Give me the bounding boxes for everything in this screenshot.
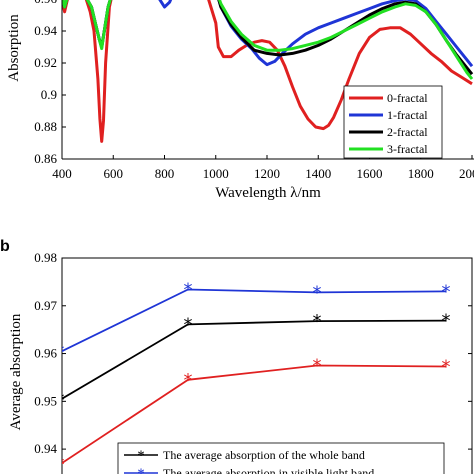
- chart-a-ylabel: Absorption: [6, 14, 22, 82]
- x-tick-label: 800: [155, 166, 175, 181]
- chart-b-legend-box: [117, 442, 445, 474]
- legend-b1-label: The average absorption in visible light …: [163, 466, 374, 474]
- y-tick-label: 0.94: [34, 441, 57, 456]
- series-b-point: *: [56, 454, 65, 474]
- series-b-line-1: [62, 288, 447, 353]
- legend-b0-marker: *: [137, 448, 145, 464]
- x-tick-label: 1400: [305, 166, 331, 181]
- x-tick-label: 2000: [459, 166, 474, 181]
- y-tick-label: 0.9: [41, 87, 57, 102]
- y-tick-label: 0.86: [34, 151, 57, 166]
- series-line-3-fractal: [62, 0, 474, 80]
- x-tick-label: 1800: [408, 166, 434, 181]
- y-tick-label: 0.92: [34, 55, 57, 70]
- chart-b-panel-label: b: [0, 238, 10, 255]
- legend-2-label: 2-fractal: [387, 125, 428, 139]
- chart-a-plot: [62, 0, 474, 143]
- x-tick-label: 400: [52, 166, 72, 181]
- legend-b0-label: The average absorption of the whole band: [163, 448, 365, 462]
- series-b-point: *: [313, 356, 322, 377]
- legend-b1-marker: *: [137, 466, 145, 474]
- y-tick-label: 0.88: [34, 119, 57, 134]
- legend-0-label: 0-fractal: [387, 91, 428, 105]
- x-tick-label: 1000: [203, 166, 229, 181]
- chart-a-ticks: 400 600 800 1000 1200 1400 1600 1800 2000 0.86 0.8…: [34, 0, 474, 181]
- chart-b-ticks: 0.94 0.95 0.96 0.97 0.98: [34, 250, 472, 456]
- series-b-line-2: [62, 364, 447, 465]
- chart-b: b * * * * * * * * * * * * 0.94 0.95 0.96 0.97 0.98 Aver…: [0, 238, 473, 474]
- series-b-point: *: [442, 311, 451, 332]
- series-b-point: *: [56, 342, 65, 363]
- y-tick-label: 0.98: [34, 250, 57, 265]
- chart-a-axes: [61, 0, 474, 160]
- y-tick-label: 0.96: [34, 346, 57, 361]
- y-tick-label: 0.97: [34, 298, 57, 313]
- y-tick-label: 0.94: [34, 23, 57, 38]
- chart-b-ylabel: Average absorption: [8, 313, 24, 430]
- y-tick-label: 0.96: [34, 0, 57, 6]
- series-b-point: *: [184, 370, 193, 391]
- x-tick-label: 1200: [254, 166, 280, 181]
- series-b-point: *: [184, 314, 193, 335]
- chart-b-frame: [61, 257, 473, 474]
- chart-b-legend: * The average absorption of the whole ba…: [117, 442, 445, 474]
- chart-a-legend: 0-fractal 1-fractal 2-fractal 3-fractal: [343, 85, 443, 159]
- chart-a-xlabel: Wavelength λ/nm: [215, 185, 321, 201]
- series-line-0-fractal: [62, 0, 473, 143]
- series-b-point: *: [442, 281, 451, 302]
- series-b-point: *: [313, 311, 322, 332]
- series-b-point: *: [442, 356, 451, 377]
- series-b-line-0: [62, 319, 447, 400]
- x-tick-label: 600: [104, 166, 124, 181]
- y-tick-label: 0.95: [34, 393, 57, 408]
- series-b-point: *: [313, 282, 322, 303]
- series-b-point: *: [56, 390, 65, 411]
- series-b-point: *: [184, 280, 193, 301]
- chart-a: 400 600 800 1000 1200 1400 1600 1800 2000 0.86 0.8…: [6, 0, 474, 201]
- legend-3-label: 3-fractal: [387, 142, 428, 156]
- chart-b-plot: * * * * * * * * * * * *: [56, 280, 451, 474]
- legend-1-label: 1-fractal: [387, 108, 428, 122]
- x-tick-label: 1600: [357, 166, 383, 181]
